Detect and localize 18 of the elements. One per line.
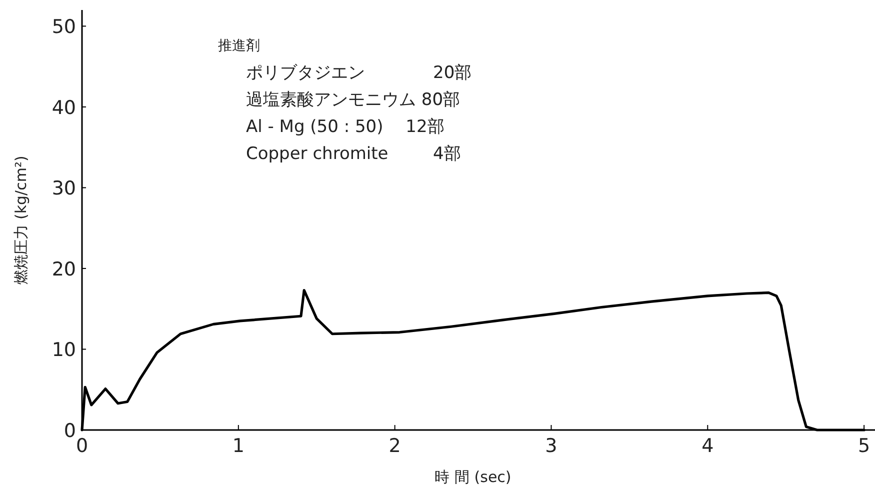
annotation: 過塩素酸アンモニウム 80部: [246, 90, 460, 110]
x-tick-label: 4: [702, 435, 714, 457]
annotation: ポリブタジエン 20部: [246, 63, 472, 83]
x-axis-title: 時 間 (sec): [434, 468, 512, 486]
y-tick-label: 40: [52, 96, 76, 119]
y-axis-title: 燃焼圧力 (kg/cm²): [12, 156, 30, 284]
y-tick-label: 30: [52, 178, 76, 200]
annotation: Copper chromite 4部: [246, 144, 461, 164]
x-tick-label: 2: [388, 435, 401, 457]
y-tick-label: 20: [52, 258, 76, 280]
y-tick-label: 0: [64, 420, 76, 442]
y-tick-label: 10: [52, 339, 76, 362]
x-tick-label: 1: [232, 435, 244, 457]
x-tick-label: 3: [545, 435, 558, 457]
y-tick-label: 50: [52, 16, 76, 38]
x-tick-label: 5: [858, 435, 870, 457]
annotation: 推進剤: [218, 38, 260, 54]
annotation: Al - Mg (50 : 50) 12部: [246, 117, 444, 137]
